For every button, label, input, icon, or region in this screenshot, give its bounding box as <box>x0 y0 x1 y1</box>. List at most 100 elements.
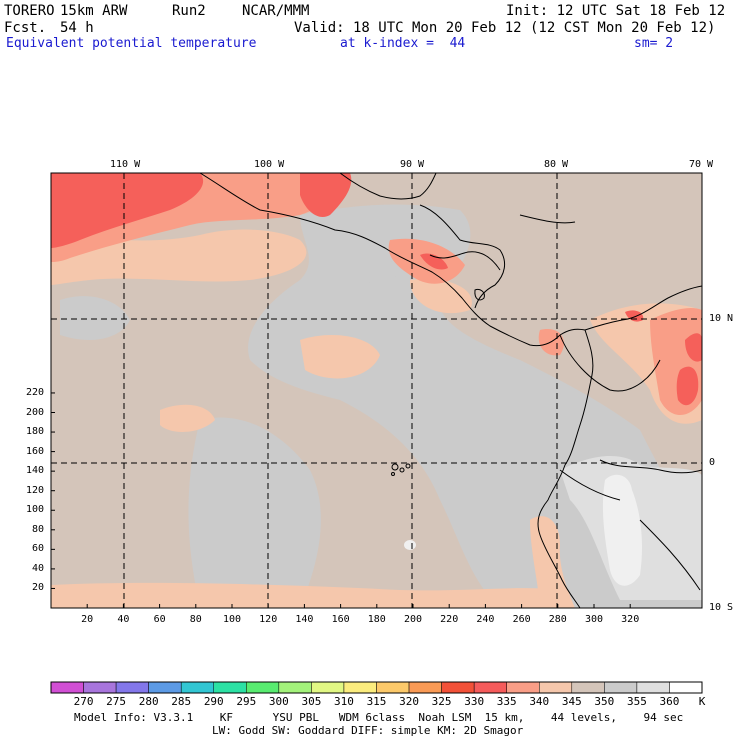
colorbar-cell <box>408 681 442 694</box>
lat-lon-grid <box>51 173 702 608</box>
forecast-hour: 54 h <box>60 20 94 36</box>
x-tick-label: 180 <box>367 614 386 625</box>
y-tick-label: 60 <box>31 543 44 555</box>
y-tick-label: 40 <box>31 562 44 574</box>
model-info: Model Info: V3.3.1 KF YSU PBL WDM 6class… <box>74 711 684 724</box>
colorbar-cell <box>473 681 507 694</box>
colorbar-unit: K <box>698 695 706 708</box>
lon-label-80w: 80 W <box>544 159 569 170</box>
galapagos-4 <box>391 472 395 476</box>
honduras-border <box>429 251 501 271</box>
colorbar-cell <box>213 681 247 694</box>
colorbar-cell <box>506 681 540 694</box>
colorbar-cell <box>246 681 280 694</box>
colorbar-cell <box>669 681 703 694</box>
white-regions <box>404 474 643 586</box>
coastlines <box>199 173 702 608</box>
northwest-red <box>51 173 204 248</box>
small-salmon-patch-2 <box>410 279 472 314</box>
ecuador-border <box>559 469 621 501</box>
y-tick-label: 220 <box>25 386 44 398</box>
x-tick-label: 320 <box>621 614 640 625</box>
colorbar-cell <box>115 681 149 694</box>
y-tick-label: 80 <box>31 523 44 535</box>
y-tick-label: 20 <box>31 582 44 594</box>
north-gray-patch <box>350 249 396 284</box>
guatemala-red <box>420 253 448 270</box>
salmon-regions <box>51 229 702 608</box>
colorbar-cell <box>343 681 377 694</box>
field-name: Equivalent potential temperature <box>6 36 257 51</box>
run-label: Run2 <box>172 3 206 19</box>
colorbar-label: 305 <box>301 695 322 708</box>
colorbar-label: 290 <box>203 695 224 708</box>
lat-label-10s: 10 S <box>709 602 734 613</box>
y-tick-label: 160 <box>25 445 44 457</box>
colorbar-cells <box>50 681 703 694</box>
resolution-label: 15km ARW <box>60 3 128 19</box>
x-tick-label: 60 <box>153 614 166 625</box>
x-tick-label: 20 <box>81 614 94 625</box>
amazon-white <box>602 474 643 586</box>
x-tick-label: 40 <box>117 614 130 625</box>
x-tick-label: 100 <box>222 614 242 625</box>
lon-label-70w: 70 W <box>689 159 714 170</box>
x-tick-label: 80 <box>189 614 202 625</box>
x-tick-label: 280 <box>548 614 567 625</box>
white-spot <box>404 540 416 550</box>
red-regions <box>51 173 702 406</box>
small-salmon-patch-1 <box>160 404 215 432</box>
colorbar-label: 355 <box>626 695 647 708</box>
colorbar-label: 280 <box>138 695 159 708</box>
x-tick-label: 200 <box>403 614 423 625</box>
colorbar-label: 285 <box>171 695 192 708</box>
colorbar-cell <box>311 681 345 694</box>
colorbar-cell <box>441 681 475 694</box>
model-name: TORERO <box>4 3 55 19</box>
forecast-label: Fcst. <box>4 20 47 36</box>
x-tick-label: 160 <box>331 614 350 625</box>
colorbar-label: 360 <box>659 695 680 708</box>
colorbar-label: 275 <box>106 695 127 708</box>
colorbar-cell <box>376 681 410 694</box>
lon-label-100w: 100 W <box>254 159 285 170</box>
colombia-red-2 <box>676 366 699 406</box>
x-tick-label: 120 <box>259 614 278 625</box>
lat-label-0: 0 <box>709 457 716 468</box>
galapagos-2 <box>399 467 405 473</box>
colorbar-cell <box>278 681 312 694</box>
colorbar-cell <box>539 681 573 694</box>
south-salmon-band <box>51 582 560 608</box>
temperature-field <box>51 173 702 608</box>
bolivia-border <box>639 519 701 591</box>
south-america-coastline <box>537 329 594 608</box>
colorbar-cell <box>571 681 605 694</box>
x-tick-label: 240 <box>476 614 495 625</box>
x-tick-label: 300 <box>584 614 604 625</box>
lon-label-110w: 110 W <box>110 159 141 170</box>
colorbar-cell <box>180 681 214 694</box>
colorbar-cell <box>604 681 638 694</box>
x-tick-label: 220 <box>440 614 459 625</box>
mexico-red <box>300 173 352 218</box>
pacific-coastline <box>199 173 702 347</box>
colombia-border <box>559 334 661 392</box>
lake-nicaragua <box>474 289 485 301</box>
colorbar-frame <box>50 681 703 694</box>
y-tick-label: 100 <box>25 504 44 516</box>
colorbar-label: 310 <box>334 695 354 708</box>
colorbar-label: 295 <box>236 695 257 708</box>
colorbar-cell <box>50 681 84 694</box>
mid-salmon-patch <box>300 335 380 379</box>
colorbar-cell <box>83 681 117 694</box>
colorbar-label: 335 <box>496 695 517 708</box>
colorbar-label: 345 <box>561 695 582 708</box>
cuba-outline <box>519 214 576 224</box>
peru-brazil-border <box>599 459 702 474</box>
valid-time: Valid: 18 UTC Mon 20 Feb 12 (12 CST Mon … <box>294 20 716 36</box>
lon-label-90w: 90 W <box>400 159 425 170</box>
colorbar-label: 270 <box>73 695 94 708</box>
caribbean-coastline <box>419 204 506 309</box>
